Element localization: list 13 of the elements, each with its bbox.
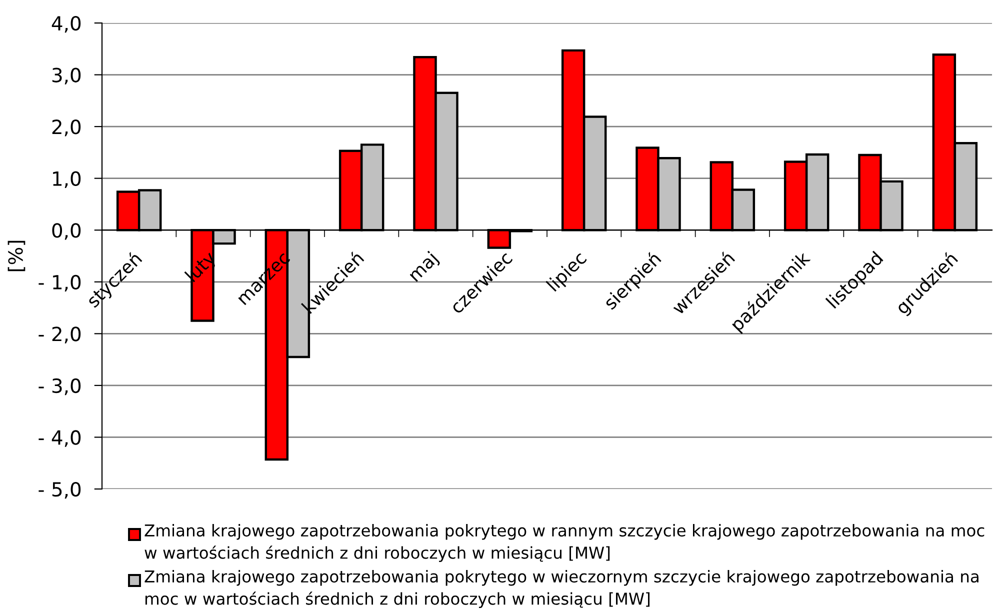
y-tick-label: - 1,0 <box>38 274 81 292</box>
y-tick-label: 1,0 <box>53 171 81 188</box>
legend-label: Zmiana krajowego zapotrzebowania pokrytego w wieczornym szczycie krajowego zapotrzebowania na moc w wartościach średnich z dni roboczych w miesiącu [MW] <box>144 570 978 608</box>
y-axis-title: [%] <box>8 240 26 272</box>
y-tick-label: 3,0 <box>52 68 81 84</box>
y-tick-label: - 5,0 <box>38 482 81 499</box>
y-tick-label: - 4,0 <box>38 430 81 447</box>
y-tick-label: - 2,0 <box>38 326 81 344</box>
legend-label: Zmiana krajowego zapotrzebowania pokrytego w rannym szczycie krajowego zapotrzebowania na moc w wartościach średnich z dni roboczych w miesiącu [MW] <box>144 524 984 562</box>
y-tick-label: 4,0 <box>52 16 81 33</box>
y-tick-label: 0,0 <box>52 223 81 240</box>
y-tick-label: - 3,0 <box>38 378 81 396</box>
y-tick-label: 2,0 <box>52 120 81 136</box>
